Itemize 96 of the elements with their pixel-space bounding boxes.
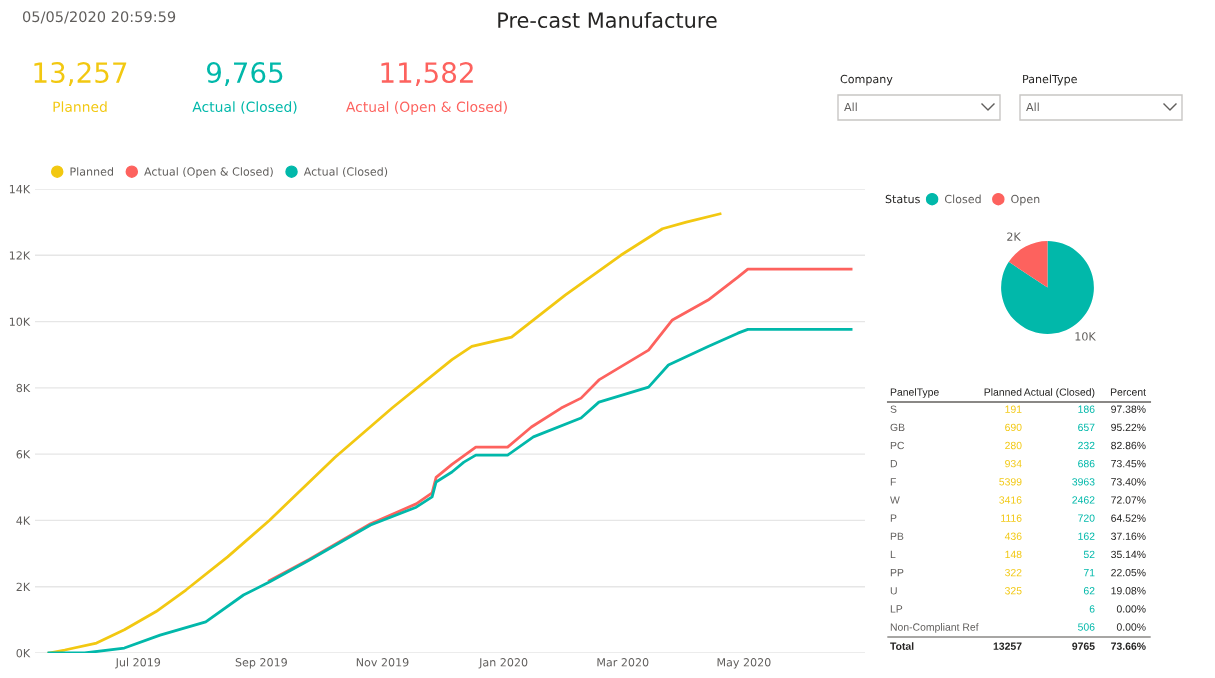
category-label: S [890,405,897,413]
text: Actual (Closed) [1023,388,1095,398]
data-label: 73.40% [1111,478,1146,486]
legend-label: Percent [1110,388,1146,396]
category-label: PC [890,441,905,450]
y-tick-label: 10K [9,317,31,326]
data-label: 62 [1083,587,1095,595]
text: 9,765 [206,62,283,86]
category-label: U [890,587,897,595]
x-tick-label: Mar 2020 [597,658,649,667]
text: All [844,102,857,112]
legend-label: Actual (Closed) [303,167,388,178]
data-label: 0.00% [1116,605,1146,613]
data-label: 10K [1075,332,1096,341]
data-label: 322 [1005,568,1022,577]
category-label: PB [890,532,904,540]
legend-label: Closed [944,194,981,204]
legend-label: Actual (Open & Closed) [144,167,273,178]
text: All [1026,102,1039,112]
category-label: GB [890,423,905,432]
y-tick-label: 0K [16,648,31,658]
category-label: Total [890,642,914,650]
line-series [47,327,853,653]
data-label: 325 [1005,587,1022,595]
category-label: W [890,496,900,504]
data-label: 1116 [1001,514,1022,522]
data-label: 71 [1083,569,1095,577]
data-label: 934 [1005,459,1022,468]
data-label: 148 [1005,550,1022,559]
category-label: Planned [53,101,107,113]
text: PanelType [890,388,939,398]
line-series [47,212,722,653]
data-label: 232 [1078,441,1095,450]
category-label: D [890,460,898,468]
category-label: F [890,478,896,486]
x-tick-label: Sep 2019 [235,658,287,669]
data-label: 186 [1078,405,1095,413]
data-label: 686 [1078,459,1095,468]
data-label: 280 [1005,441,1022,450]
x-tick-label: May 2020 [717,658,771,669]
data-label: 73.45% [1111,459,1146,468]
data-label: 2462 [1072,496,1095,504]
category-label: P [890,514,897,522]
x-tick-label: Jul 2019 [115,657,161,669]
data-label: 191 [1005,405,1022,413]
pie-slice [1008,241,1048,288]
data-label: 19.08% [1111,587,1146,595]
data-label: 95.22% [1111,423,1146,432]
data-label: 13257 [993,642,1022,650]
data-label: 0.00% [1116,623,1146,631]
category-label: L [890,550,896,559]
data-label: 657 [1078,423,1095,432]
data-label: 22.05% [1111,568,1146,577]
text: Pre-cast Manufacture [498,11,717,29]
data-label: 64.52% [1111,514,1146,522]
category-label: Non-Compliant Ref [890,623,979,633]
data-label: 3416 [999,496,1022,504]
data-label: 52 [1083,550,1095,559]
data-label: 35.14% [1111,550,1146,559]
y-tick-label: 6K [16,450,31,459]
data-label: 9765 [1072,642,1095,650]
data-label: 3963 [1072,478,1095,486]
data-label: 2K [1007,232,1021,241]
category-label: LP [890,605,903,613]
y-tick-label: 2K [16,582,31,591]
legend-label: Open [1011,194,1040,206]
y-tick-label: 4K [16,516,31,525]
data-label: 506 [1078,623,1095,631]
data-label: 162 [1078,532,1095,540]
data-label: 436 [1004,532,1022,540]
text: 05/05/2020 20:59:59 [22,11,176,24]
text: Planned [984,388,1022,396]
category-label: PP [890,569,904,577]
data-label: 73.66% [1111,642,1146,650]
category-label: Actual (Closed) [192,101,297,114]
data-label: 720 [1078,514,1095,522]
data-label: 72.07% [1111,496,1146,504]
data-label: 82.86% [1111,441,1146,450]
legend-label: Planned [70,167,113,176]
pie-slice [1001,241,1094,334]
data-label: 6 [1089,605,1095,613]
y-tick-label: 8K [16,383,31,393]
x-tick-label: Nov 2019 [356,658,409,667]
x-tick-label: Jan 2020 [478,658,528,669]
text: Company [840,74,893,86]
category-label: Actual (Open & Closed) [346,101,507,115]
text: 11,582 [381,62,473,86]
data-label: 690 [1005,423,1022,432]
y-tick-label: 14K [9,185,31,194]
legend-title: Status [885,194,920,204]
data-label: 97.38% [1111,405,1146,413]
data-label: 37.16% [1111,532,1146,540]
y-tick-label: 12K [9,251,31,260]
text: 13,257 [34,62,127,86]
text: PanelType [1023,74,1077,86]
data-label: 5399 [999,478,1022,486]
